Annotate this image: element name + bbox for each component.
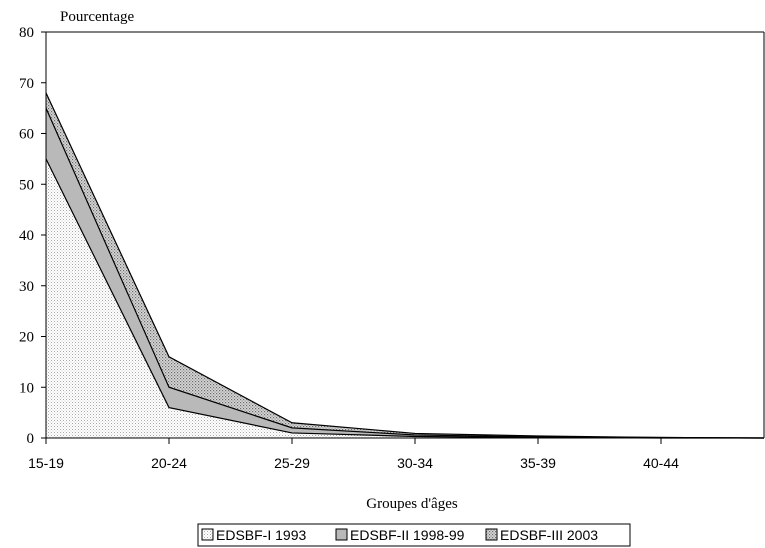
legend-swatch — [201, 528, 214, 541]
y-tick-label: 80 — [19, 25, 34, 41]
x-tick-label: 35-39 — [520, 455, 556, 471]
y-tick-label: 40 — [19, 228, 34, 244]
legend-label: EDSBF-II 1998-99 — [350, 527, 465, 543]
x-tick-label: 25-29 — [274, 455, 310, 471]
area-layers — [45, 92, 765, 439]
x-ticks: 15-19 20-24 25-29 30-34 35-39 40-44 — [28, 438, 679, 471]
x-axis-title: Groupes d'âges — [366, 496, 458, 512]
x-tick-label: 20-24 — [151, 455, 187, 471]
legend-swatch — [485, 528, 498, 541]
legend-swatch — [335, 528, 348, 541]
area-edsbf-i-1993 — [46, 158, 764, 438]
y-tick-label: 20 — [19, 330, 34, 346]
line-edsbf-iii-2003 — [45, 92, 765, 439]
legend: EDSBF-I 1993 EDSBF-II 1998-99 EDSBF-III 20… — [197, 523, 631, 547]
y-ticks: 0 10 20 30 40 50 60 70 80 — [19, 25, 46, 447]
y-tick-label: 60 — [19, 127, 34, 143]
y-tick-label: 70 — [19, 76, 34, 92]
x-tick-label: 40-44 — [643, 455, 679, 471]
y-tick-label: 0 — [27, 431, 35, 447]
y-axis-title: Pourcentage — [60, 9, 134, 25]
y-tick-label: 30 — [19, 279, 34, 295]
legend-label: EDSBF-I 1993 — [216, 527, 306, 543]
y-tick-label: 10 — [19, 380, 34, 396]
legend-label: EDSBF-III 2003 — [500, 527, 598, 543]
legend-box — [197, 523, 631, 547]
x-tick-label: 30-34 — [397, 455, 433, 471]
y-tick-label: 50 — [19, 177, 34, 193]
x-tick-label: 15-19 — [28, 455, 64, 471]
